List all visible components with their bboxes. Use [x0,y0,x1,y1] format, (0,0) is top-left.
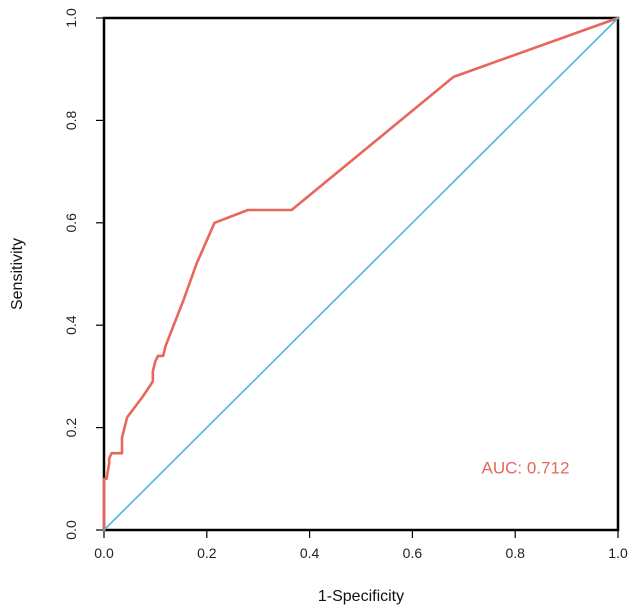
y-tick-label: 1.0 [63,8,79,28]
x-tick-label: 0.4 [300,545,320,561]
y-axis: 0.0 0.2 0.4 0.6 0.8 1.0 [63,8,103,540]
x-axis-label: 1-Specificity [318,588,404,605]
y-tick-label: 0.0 [63,520,79,540]
y-tick-label: 0.4 [63,315,79,335]
plot-frame [102,16,620,532]
plot-area [102,16,620,532]
y-tick-label: 0.6 [63,213,79,233]
x-tick-label: 0.6 [403,545,423,561]
y-tick-label: 0.2 [63,418,79,438]
series-layer [102,16,620,532]
x-tick-label: 1.0 [608,545,628,561]
annotation-layer: AUC: 0.712 [482,459,570,478]
x-tick-label: 0.8 [505,545,525,561]
y-tick-label: 0.8 [63,110,79,130]
x-axis: 0.0 0.2 0.4 0.6 0.8 1.0 [94,531,628,561]
x-tick-label: 0.0 [94,545,114,561]
roc-curve-line [102,16,620,532]
reference-diagonal-line [103,17,619,531]
y-axis-label: Sensitivity [9,238,26,310]
x-tick-label: 0.2 [197,545,217,561]
auc-annotation: AUC: 0.712 [482,459,570,478]
